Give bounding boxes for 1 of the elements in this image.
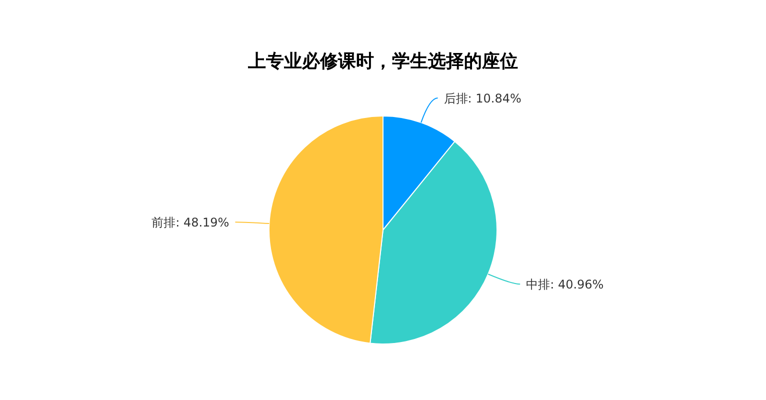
title: 上专业必修课时，学生选择的座位 — [248, 51, 518, 72]
